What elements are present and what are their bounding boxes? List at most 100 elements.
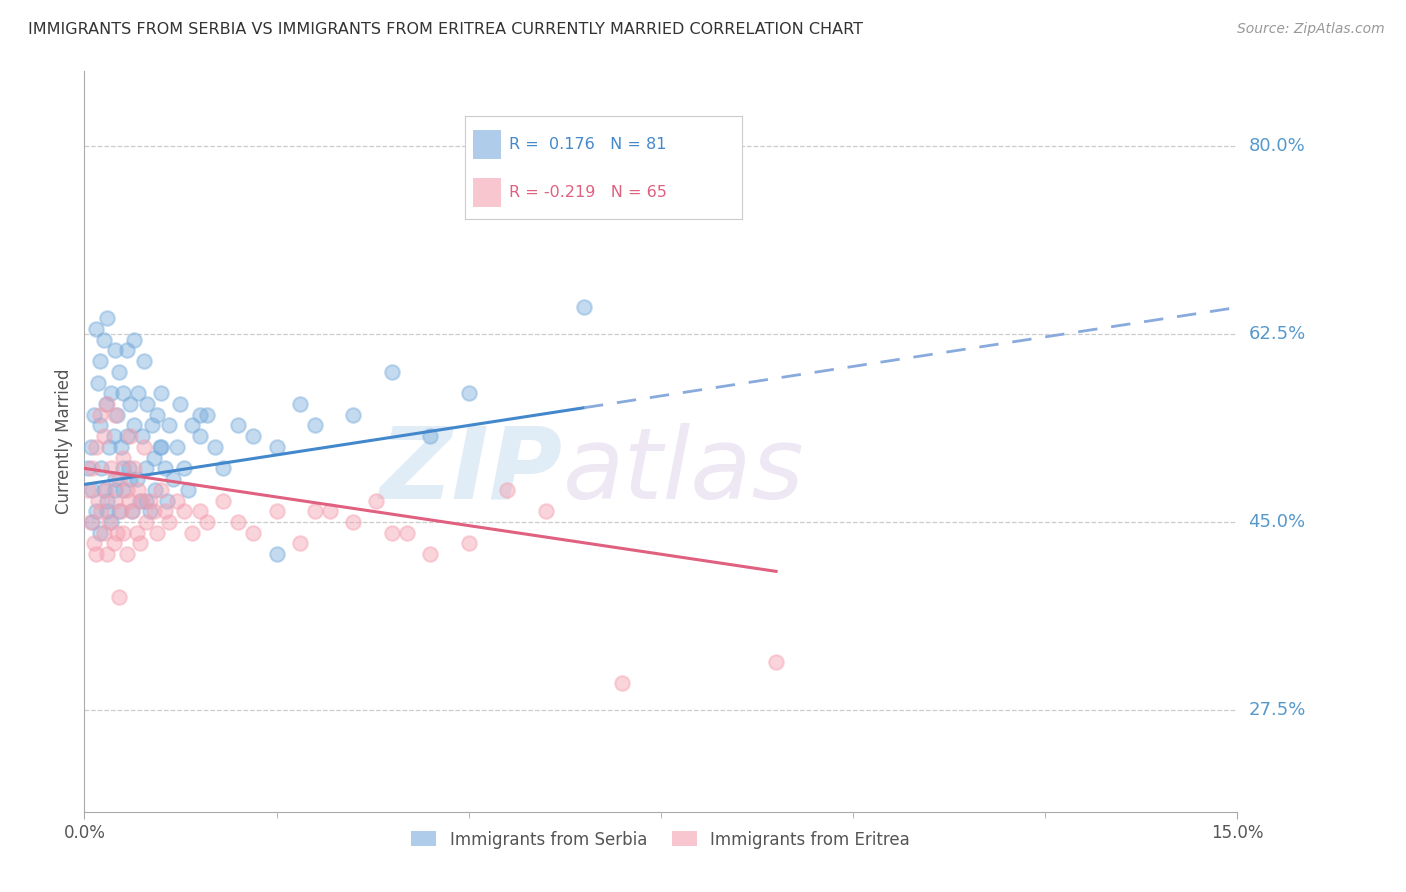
Point: [135, 493, 157, 508]
Point: [96, 504, 118, 518]
Point: [135, 461, 157, 475]
Point: [169, 397, 191, 411]
Point: [342, 408, 364, 422]
Point: [120, 429, 142, 443]
Point: [188, 429, 211, 443]
Point: [111, 483, 134, 497]
Point: [173, 461, 195, 475]
Point: [110, 504, 132, 518]
Point: [77, 483, 100, 497]
Point: [242, 525, 264, 540]
Point: [105, 525, 128, 540]
Point: [266, 547, 288, 561]
Point: [188, 504, 211, 518]
Point: [288, 536, 311, 550]
Point: [128, 536, 150, 550]
Point: [79, 515, 101, 529]
Point: [96, 493, 118, 508]
Point: [87, 376, 110, 390]
Point: [419, 547, 441, 561]
Point: [79, 440, 101, 454]
Point: [110, 440, 132, 454]
Point: [103, 536, 125, 550]
Point: [177, 483, 200, 497]
Point: [93, 483, 115, 497]
Point: [195, 515, 218, 529]
Text: 45.0%: 45.0%: [1249, 513, 1306, 531]
Point: [125, 525, 148, 540]
Point: [115, 547, 138, 561]
Point: [121, 504, 143, 518]
Text: ZIP: ZIP: [380, 423, 562, 520]
Point: [181, 418, 204, 433]
Point: [89, 418, 111, 433]
Point: [104, 343, 127, 358]
Point: [127, 386, 149, 401]
Point: [141, 418, 163, 433]
Point: [125, 472, 148, 486]
Point: [266, 440, 288, 454]
Point: [124, 333, 146, 347]
Text: atlas: atlas: [562, 423, 804, 520]
Point: [134, 440, 156, 454]
Point: [104, 472, 127, 486]
Point: [89, 408, 111, 422]
Point: [104, 493, 127, 508]
Point: [90, 461, 112, 475]
Point: [104, 483, 127, 497]
Point: [226, 418, 249, 433]
Point: [157, 418, 180, 433]
Point: [419, 429, 441, 443]
Point: [124, 461, 146, 475]
Point: [138, 493, 160, 508]
Point: [111, 461, 134, 475]
Point: [288, 397, 311, 411]
Point: [89, 354, 111, 368]
Point: [396, 525, 419, 540]
Point: [204, 440, 226, 454]
Point: [149, 440, 172, 454]
Point: [115, 429, 138, 443]
Point: [150, 483, 173, 497]
Point: [304, 504, 326, 518]
Point: [120, 397, 142, 411]
Point: [173, 504, 195, 518]
Point: [166, 440, 188, 454]
Point: [108, 472, 131, 486]
Text: IMMIGRANTS FROM SERBIA VS IMMIGRANTS FROM ERITREA CURRENTLY MARRIED CORRELATION : IMMIGRANTS FROM SERBIA VS IMMIGRANTS FRO…: [28, 22, 863, 37]
Point: [153, 461, 176, 475]
Point: [211, 461, 233, 475]
Point: [89, 525, 111, 540]
Point: [138, 504, 160, 518]
Point: [100, 386, 122, 401]
Point: [572, 301, 595, 315]
Point: [121, 504, 143, 518]
Point: [143, 483, 166, 497]
Point: [142, 504, 165, 518]
Point: [90, 504, 112, 518]
Point: [153, 504, 176, 518]
Point: [87, 493, 110, 508]
Point: [156, 493, 179, 508]
Point: [103, 429, 125, 443]
Point: [100, 461, 122, 475]
Point: [84, 547, 107, 561]
Point: [136, 397, 159, 411]
Point: [94, 483, 117, 497]
Point: [146, 525, 169, 540]
Point: [319, 504, 342, 518]
Point: [162, 472, 184, 486]
Point: [131, 429, 153, 443]
Point: [111, 386, 134, 401]
Text: Source: ZipAtlas.com: Source: ZipAtlas.com: [1237, 22, 1385, 37]
Legend: Immigrants from Serbia, Immigrants from Eritrea: Immigrants from Serbia, Immigrants from …: [405, 824, 917, 855]
Point: [381, 525, 404, 540]
Point: [77, 461, 100, 475]
Point: [115, 343, 138, 358]
Point: [118, 493, 141, 508]
Point: [181, 525, 204, 540]
Point: [211, 493, 233, 508]
Point: [96, 311, 118, 326]
Y-axis label: Currently Married: Currently Married: [55, 368, 73, 515]
Point: [342, 515, 364, 529]
